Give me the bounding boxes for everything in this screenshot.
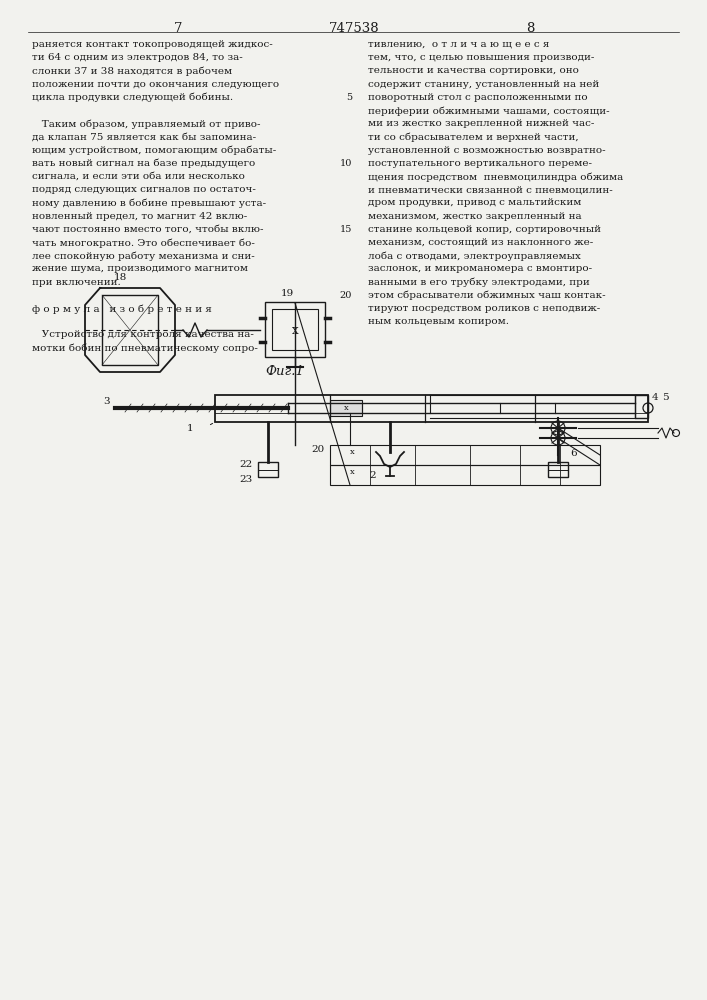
Text: Устройство для контроля качества на-: Устройство для контроля качества на- bbox=[32, 330, 254, 339]
Bar bbox=[635, 395, 648, 418]
Text: лоба с отводами, электроуправляемых: лоба с отводами, электроуправляемых bbox=[368, 251, 581, 261]
Text: x: x bbox=[350, 468, 354, 476]
Text: ным кольцевым копиром.: ным кольцевым копиром. bbox=[368, 317, 509, 326]
Text: 23: 23 bbox=[240, 475, 253, 484]
Text: станине кольцевой копир, сортировочный: станине кольцевой копир, сортировочный bbox=[368, 225, 601, 234]
Text: 18: 18 bbox=[113, 273, 127, 282]
Text: подряд следующих сигналов по остаточ-: подряд следующих сигналов по остаточ- bbox=[32, 185, 256, 194]
Text: 19: 19 bbox=[281, 289, 293, 298]
Bar bbox=[330, 445, 600, 465]
Bar bbox=[215, 395, 648, 422]
Text: 3: 3 bbox=[103, 397, 110, 406]
Text: поступательного вертикального переме-: поступательного вертикального переме- bbox=[368, 159, 592, 168]
Bar bbox=[102, 295, 158, 365]
Text: заслонок, и микроманомера с вмонтиро-: заслонок, и микроманомера с вмонтиро- bbox=[368, 264, 592, 273]
Text: содержит станину, установленный на ней: содержит станину, установленный на ней bbox=[368, 80, 600, 89]
Bar bbox=[330, 465, 600, 485]
Text: x: x bbox=[350, 448, 354, 456]
Text: 5: 5 bbox=[346, 93, 352, 102]
Text: щения посредством  пневмоцилиндра обжима: щения посредством пневмоцилиндра обжима bbox=[368, 172, 624, 182]
Text: мотки бобин по пневматическому сопро-: мотки бобин по пневматическому сопро- bbox=[32, 344, 258, 353]
Text: ми из жестко закрепленной нижней час-: ми из жестко закрепленной нижней час- bbox=[368, 119, 595, 128]
Bar bbox=[330, 400, 362, 416]
Text: тельности и качества сортировки, оно: тельности и качества сортировки, оно bbox=[368, 66, 579, 75]
Text: положении почти до окончания следующего: положении почти до окончания следующего bbox=[32, 80, 279, 89]
Text: установленной с возможностью возвратно-: установленной с возможностью возвратно- bbox=[368, 146, 606, 155]
Text: жение шума, производимого магнитом: жение шума, производимого магнитом bbox=[32, 264, 248, 273]
Text: лее спокойную работу механизма и сни-: лее спокойную работу механизма и сни- bbox=[32, 251, 255, 261]
Text: x: x bbox=[292, 324, 298, 336]
Text: и пневматически связанной с пневмоцилин-: и пневматически связанной с пневмоцилин- bbox=[368, 185, 613, 194]
Text: тируют посредством роликов с неподвиж-: тируют посредством роликов с неподвиж- bbox=[368, 304, 600, 313]
Text: тем, что, с целью повышения производи-: тем, что, с целью повышения производи- bbox=[368, 53, 595, 62]
Text: ф о р м у л а   и з о б р е т е н и я: ф о р м у л а и з о б р е т е н и я bbox=[32, 304, 212, 314]
Text: периферии обжимными чашами, состоящи-: периферии обжимными чашами, состоящи- bbox=[368, 106, 609, 115]
Text: дром продувки, привод с мальтийским: дром продувки, привод с мальтийским bbox=[368, 198, 581, 207]
Text: ному давлению в бобине превышают уста-: ному давлению в бобине превышают уста- bbox=[32, 198, 266, 208]
Text: x: x bbox=[344, 404, 349, 412]
Text: слонки 37 и 38 находятся в рабочем: слонки 37 и 38 находятся в рабочем bbox=[32, 66, 232, 76]
Text: 20: 20 bbox=[312, 445, 325, 454]
Bar bbox=[258, 462, 278, 477]
Text: да клапан 75 является как бы запомина-: да клапан 75 является как бы запомина- bbox=[32, 132, 256, 141]
Text: ти со сбрасывателем и верхней части,: ти со сбрасывателем и верхней части, bbox=[368, 132, 578, 142]
Bar bbox=[272, 309, 318, 350]
Text: ющим устройством, помогающим обрабаты-: ющим устройством, помогающим обрабаты- bbox=[32, 146, 276, 155]
Text: вать новый сигнал на базе предыдущего: вать новый сигнал на базе предыдущего bbox=[32, 159, 255, 168]
Text: Таким образом, управляемый от приво-: Таким образом, управляемый от приво- bbox=[32, 119, 260, 129]
Text: новленный предел, то магнит 42 вклю-: новленный предел, то магнит 42 вклю- bbox=[32, 212, 247, 221]
Text: 7: 7 bbox=[174, 22, 182, 35]
Text: сигнала, и если эти оба или несколько: сигнала, и если эти оба или несколько bbox=[32, 172, 245, 181]
Text: чают постоянно вместо того, чтобы вклю-: чают постоянно вместо того, чтобы вклю- bbox=[32, 225, 264, 234]
Text: 5: 5 bbox=[662, 393, 669, 402]
Text: ти 64 с одним из электродов 84, то за-: ти 64 с одним из электродов 84, то за- bbox=[32, 53, 243, 62]
Text: этом сбрасыватели обжимных чаш контак-: этом сбрасыватели обжимных чаш контак- bbox=[368, 291, 606, 300]
Text: 20: 20 bbox=[339, 291, 352, 300]
Text: 15: 15 bbox=[339, 225, 352, 234]
Text: цикла продувки следующей бобины.: цикла продувки следующей бобины. bbox=[32, 93, 233, 102]
Text: поворотный стол с расположенными по: поворотный стол с расположенными по bbox=[368, 93, 588, 102]
Text: ванными в его трубку электродами, при: ванными в его трубку электродами, при bbox=[368, 278, 590, 287]
Text: при включении.: при включении. bbox=[32, 278, 121, 287]
Text: 8: 8 bbox=[526, 22, 534, 35]
Text: 747538: 747538 bbox=[329, 22, 380, 35]
Text: 6: 6 bbox=[570, 450, 577, 458]
Text: Фиг.1: Фиг.1 bbox=[266, 365, 305, 378]
Text: 22: 22 bbox=[240, 460, 253, 469]
Text: 4: 4 bbox=[652, 393, 659, 402]
Text: механизмом, жестко закрепленный на: механизмом, жестко закрепленный на bbox=[368, 212, 582, 221]
Bar bbox=[548, 462, 568, 477]
Text: чать многократно. Это обеспечивает бо-: чать многократно. Это обеспечивает бо- bbox=[32, 238, 255, 247]
Text: 2: 2 bbox=[369, 472, 376, 481]
Text: 1: 1 bbox=[187, 424, 193, 433]
Text: механизм, состоящий из наклонного же-: механизм, состоящий из наклонного же- bbox=[368, 238, 593, 247]
Text: раняется контакт токопроводящей жидкос-: раняется контакт токопроводящей жидкос- bbox=[32, 40, 273, 49]
Text: 10: 10 bbox=[339, 159, 352, 168]
Text: тивлению,  о т л и ч а ю щ е е с я: тивлению, о т л и ч а ю щ е е с я bbox=[368, 40, 549, 49]
Bar bbox=[265, 302, 325, 357]
